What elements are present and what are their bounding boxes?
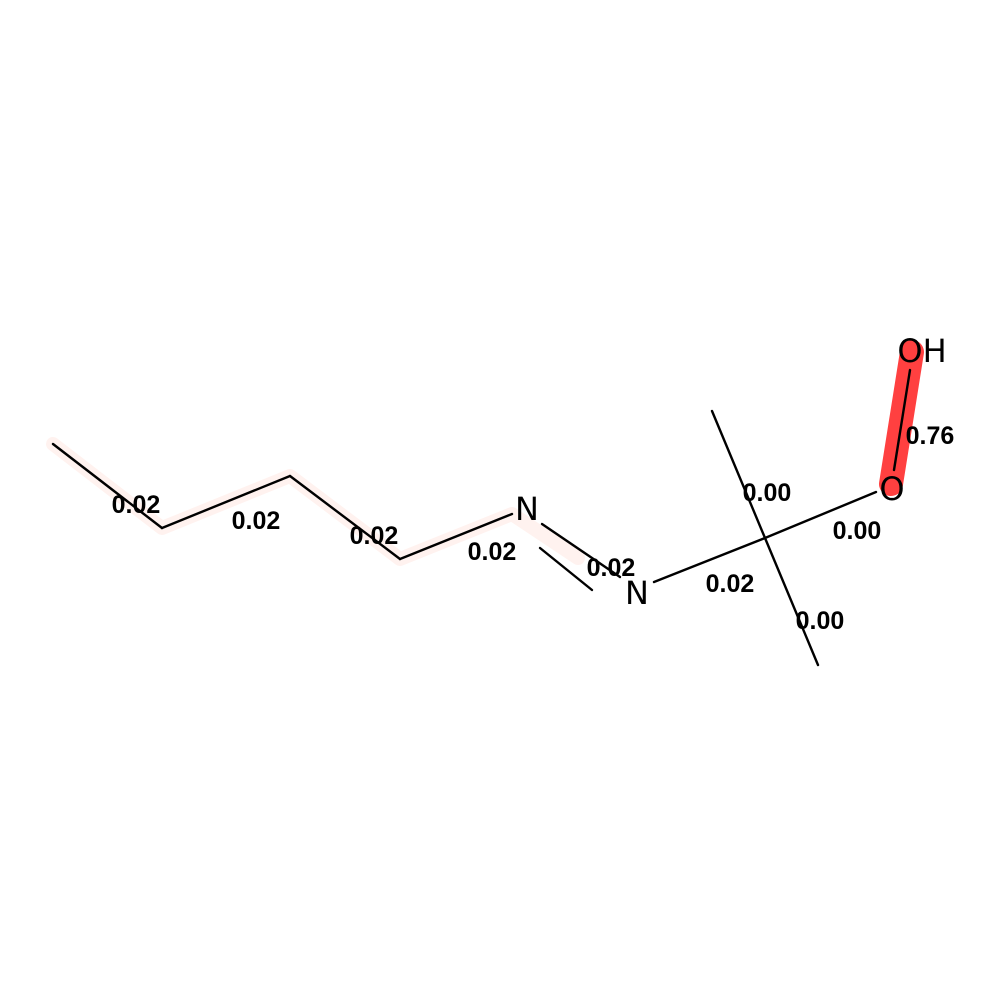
weight-cq-me-top: 0.00	[743, 479, 792, 507]
bond-c2-c3	[160, 474, 292, 530]
weight-o-oh: 0.76	[906, 422, 955, 450]
bond-cq-me-top	[710, 409, 767, 540]
bond-n1-n2-a	[540, 522, 622, 579]
bond-n2-cq	[652, 536, 767, 584]
bond-n1-n2-b	[538, 546, 594, 592]
bond-c1-c2	[51, 442, 164, 530]
weight-cq-me-bottom: 0.00	[796, 607, 845, 635]
bond-cq-o	[763, 490, 878, 540]
bonds	[51, 368, 912, 667]
weight-cq-o: 0.00	[833, 517, 882, 545]
bond-o-oh	[892, 368, 912, 472]
weight-c4-n1: 0.02	[468, 538, 517, 566]
weight-c2-c3: 0.02	[232, 507, 281, 535]
weight-n1-n2: 0.02	[587, 554, 636, 582]
weight-n2-cq: 0.02	[706, 570, 755, 598]
bond-c4-n1	[398, 512, 514, 561]
atom-o-ether: O	[879, 470, 904, 508]
bond-c3-c4	[288, 474, 402, 561]
atom-n2: N	[625, 574, 649, 612]
atom-oh: OH	[897, 332, 946, 370]
atom-n1: N	[515, 490, 539, 528]
bond-cq-me-bottom	[763, 536, 820, 667]
weight-c3-c4: 0.02	[350, 522, 399, 550]
weight-c1-c2: 0.02	[112, 491, 161, 519]
